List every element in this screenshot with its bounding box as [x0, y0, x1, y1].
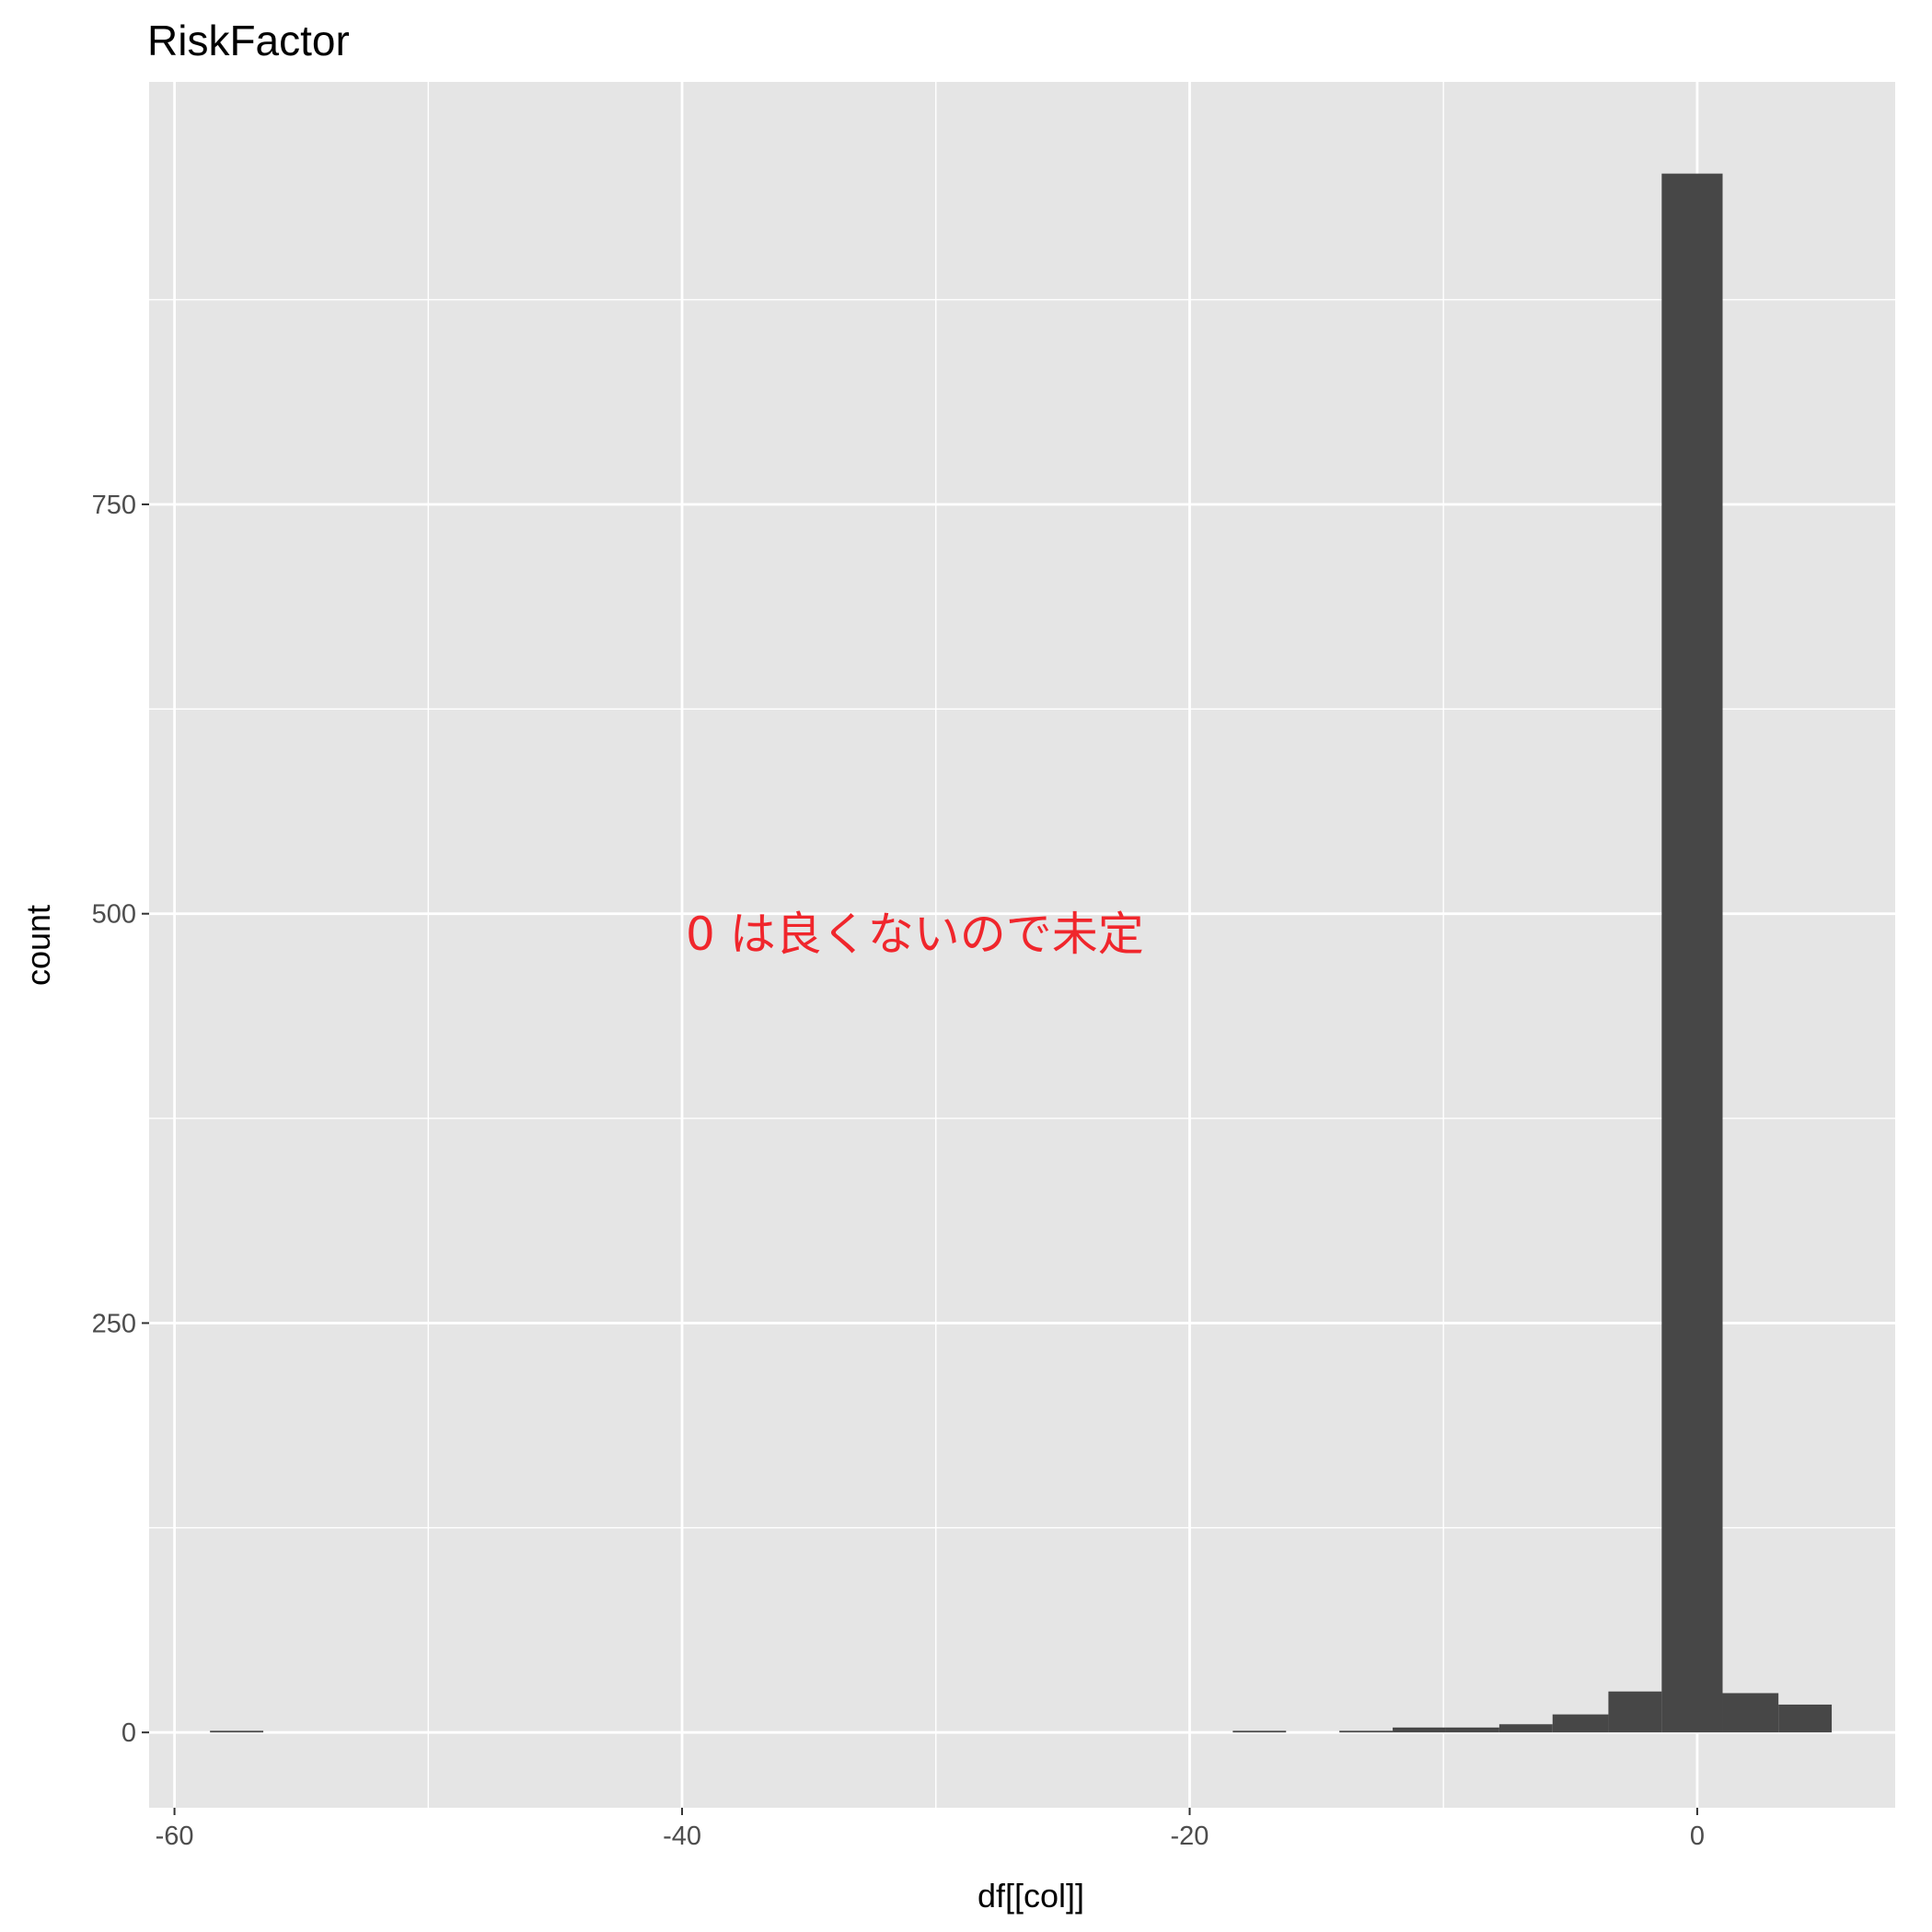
y-tick-label: 500	[92, 900, 136, 930]
histogram-bar	[1498, 1724, 1553, 1733]
x-tick-label: -40	[663, 1822, 701, 1851]
histogram-bars	[210, 173, 1833, 1733]
x-axis: -60 -40 -20 0	[156, 1808, 1705, 1851]
y-tick-label: 0	[121, 1718, 136, 1748]
histogram-bar	[1445, 1727, 1499, 1733]
x-tick-label: -20	[1171, 1822, 1209, 1851]
x-tick-label: -60	[156, 1822, 194, 1851]
histogram-bar	[1552, 1714, 1609, 1733]
y-tick-label: 750	[92, 491, 136, 520]
minor-gridlines	[149, 82, 1895, 1808]
histogram-bar	[1661, 173, 1723, 1733]
y-axis: 0 250 500 750	[92, 491, 149, 1748]
histogram-bar	[1232, 1730, 1287, 1733]
histogram-bar	[210, 1730, 264, 1733]
histogram-bar	[1778, 1704, 1833, 1733]
histogram-bar	[1393, 1727, 1446, 1733]
histogram-bar	[1722, 1693, 1779, 1733]
x-axis-title: df[[col]]	[978, 1877, 1084, 1915]
chart-annotation: 0 は良くないので未定	[686, 908, 1144, 961]
histogram-bar	[1339, 1730, 1394, 1733]
chart-title: RiskFactor	[147, 17, 350, 64]
x-tick-label: 0	[1690, 1822, 1705, 1851]
y-axis-title: count	[19, 905, 57, 986]
plot-panel	[149, 82, 1895, 1808]
histogram-bar	[1608, 1691, 1662, 1733]
y-tick-label: 250	[92, 1309, 136, 1338]
